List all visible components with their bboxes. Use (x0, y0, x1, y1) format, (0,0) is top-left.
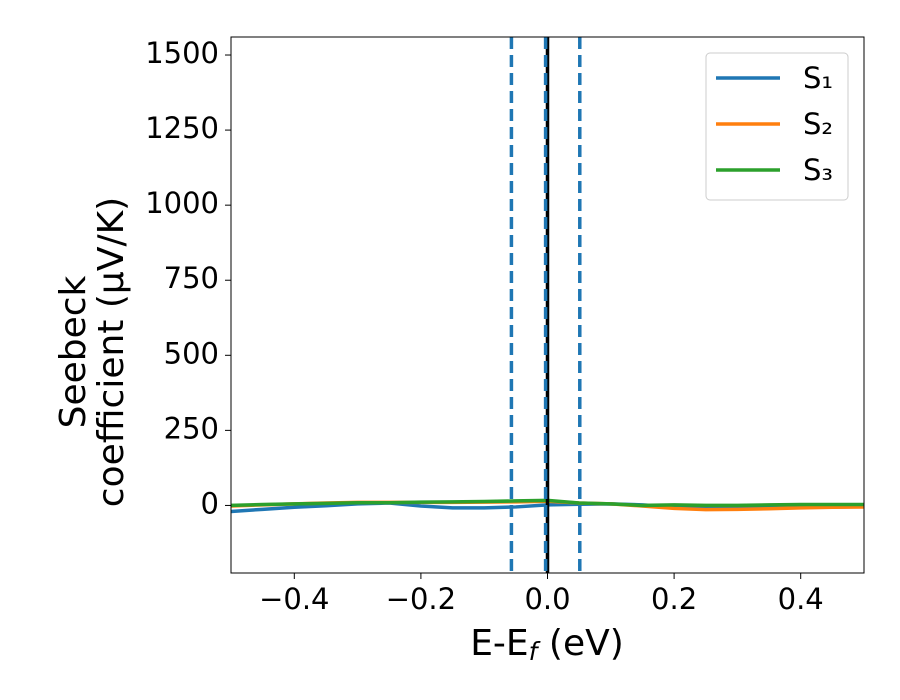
x-axis-label: E-Ef (eV) (470, 623, 624, 666)
y-axis-label: coefficient (μV/K) (91, 197, 132, 507)
plot-area (231, 37, 864, 573)
y-tick-label: 250 (164, 411, 219, 445)
y-tick-label: 500 (164, 336, 219, 370)
x-label-rest: (eV) (537, 623, 623, 664)
y-tick-label: 1500 (145, 36, 219, 70)
legend-label: S₁ (803, 61, 833, 95)
x-tick-label: −0.2 (386, 582, 456, 616)
plot-frame (230, 36, 865, 574)
x-tick-label: 0.0 (524, 582, 570, 616)
y-tick-label: 1250 (145, 111, 219, 145)
legend-box (705, 52, 849, 201)
y-tick-label: 750 (164, 261, 219, 295)
y-tick-label: 0 (201, 486, 219, 520)
x-tick-label: 0.4 (778, 582, 824, 616)
legend-label: S₃ (803, 153, 833, 187)
x-tick-label: −0.4 (259, 582, 329, 616)
x-tick-label: 0.2 (651, 582, 697, 616)
legend-label: S₂ (803, 107, 833, 141)
y-tick-label: 1000 (145, 186, 219, 220)
x-label-main: E-E (470, 623, 528, 664)
legend: S₁ S₂ S₃ (705, 52, 849, 201)
y-axis-label: Seebeck (53, 275, 94, 428)
